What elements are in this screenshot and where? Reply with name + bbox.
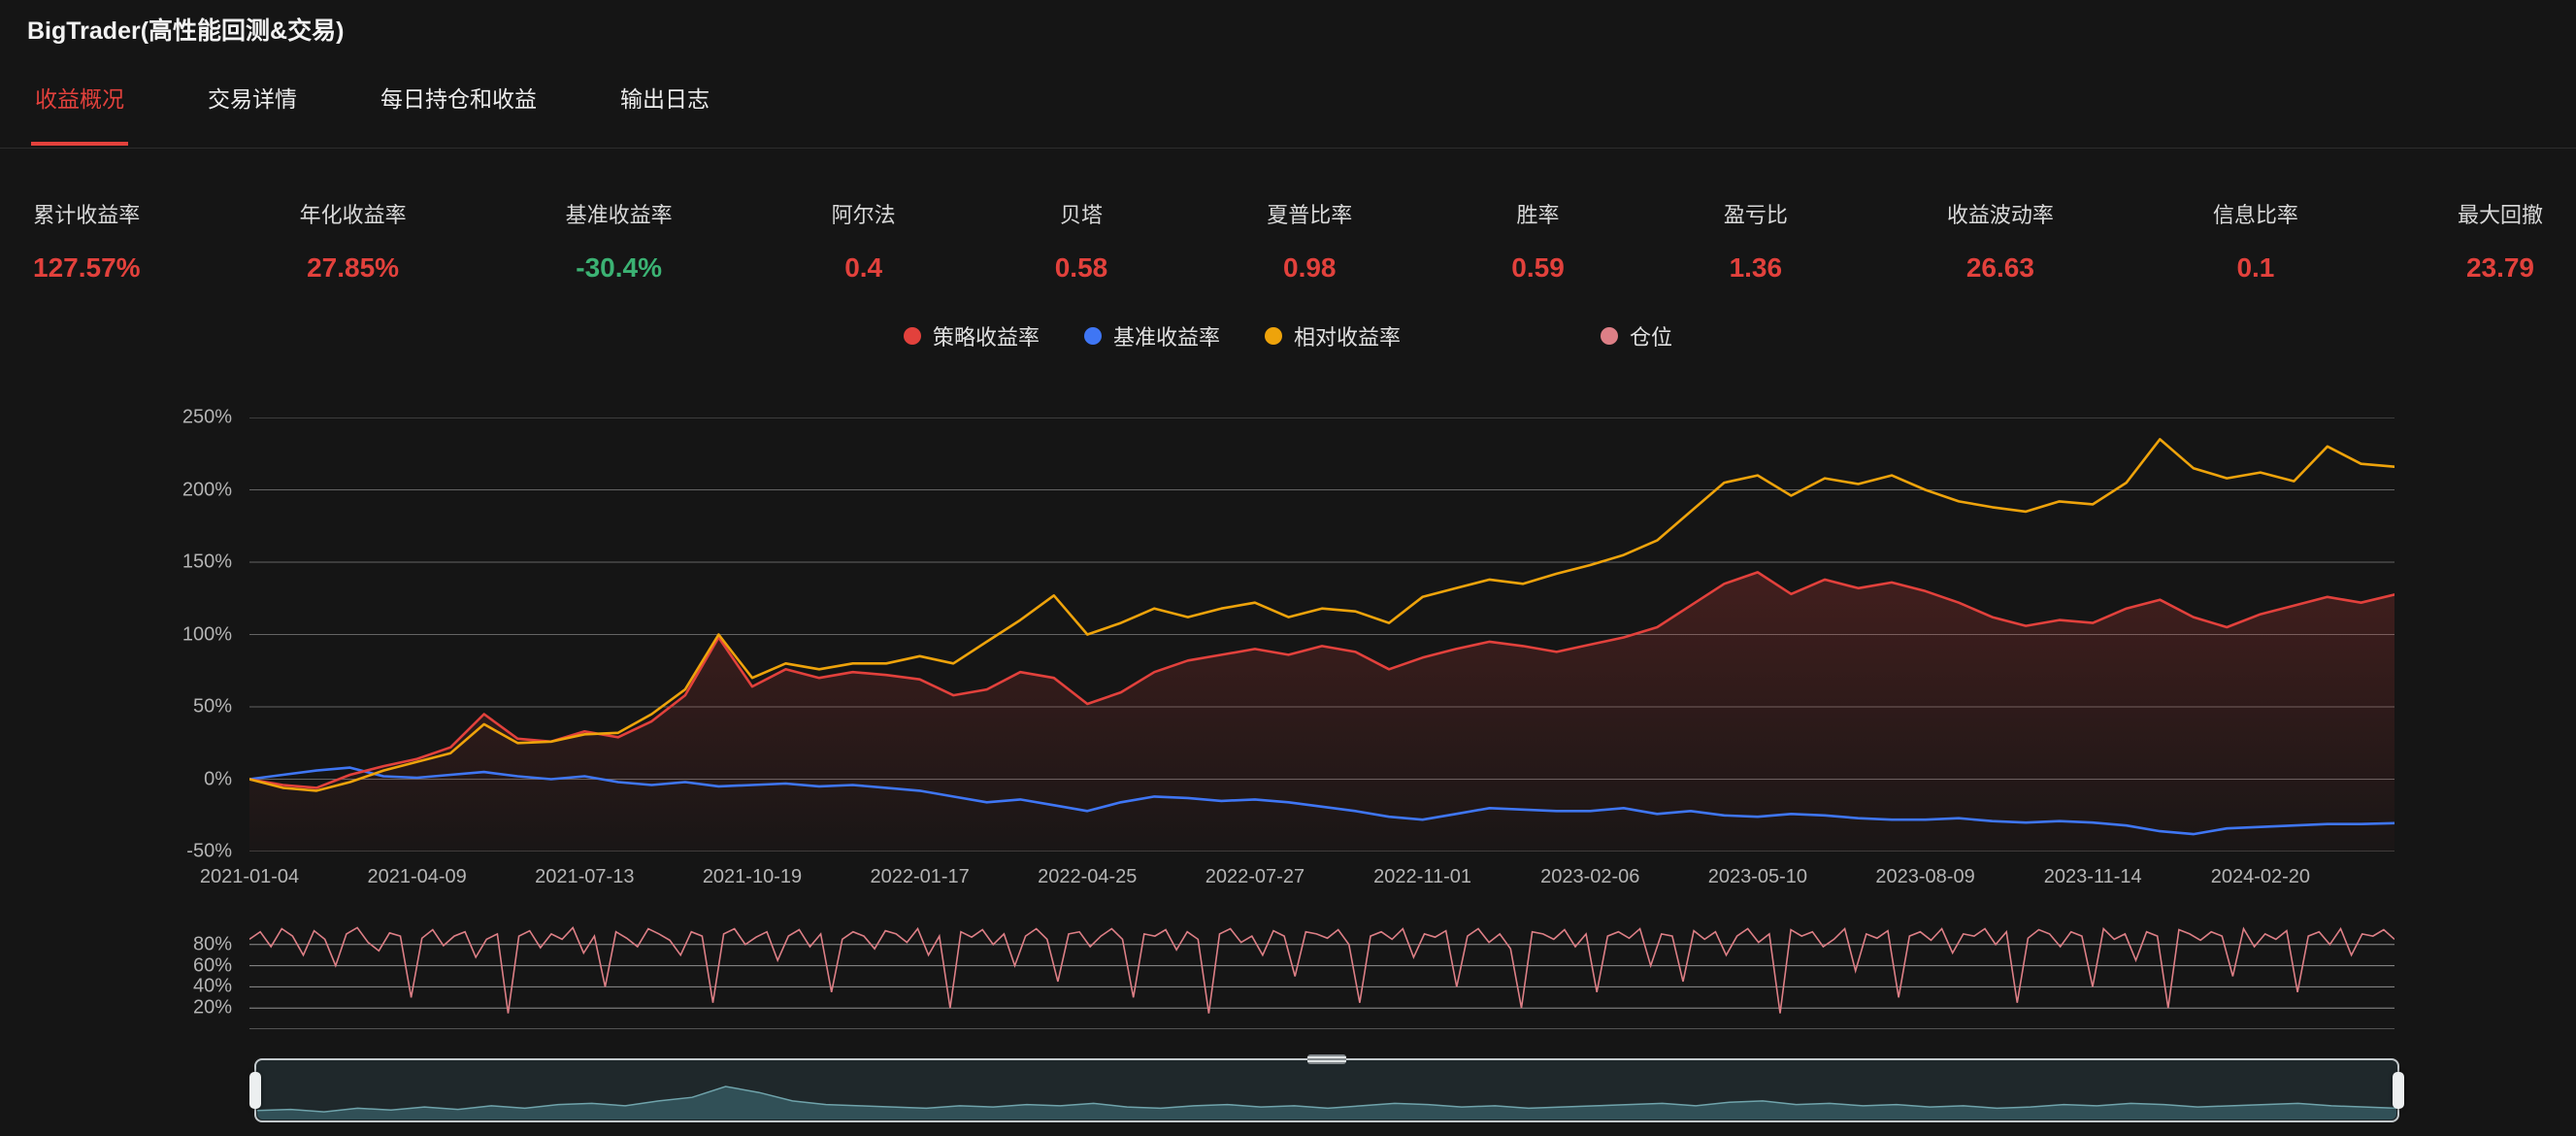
legend-dot-icon bbox=[1083, 327, 1102, 345]
metric-value: 0.98 bbox=[1283, 252, 1337, 283]
metric-win-rate: 胜率 0.59 bbox=[1511, 198, 1565, 284]
legend-strategy-return[interactable]: 策略收益率 bbox=[903, 320, 1040, 351]
returns-chart-y-axis: 250% 200% 150% 100% 50% 0% -50% bbox=[0, 0, 240, 1136]
y-axis-label: 200% bbox=[182, 479, 232, 500]
legend-position[interactable]: 仓位 bbox=[1601, 320, 1672, 351]
metric-label: 最大回撤 bbox=[2457, 203, 2543, 227]
data-zoom-chart bbox=[257, 1086, 2396, 1119]
metric-benchmark-return: 基准收益率 -30.4% bbox=[566, 198, 673, 284]
data-zoom-slider[interactable] bbox=[249, 1054, 2404, 1122]
metric-label: 阿尔法 bbox=[831, 203, 896, 227]
metric-sharpe-ratio: 夏普比率 0.98 bbox=[1267, 198, 1352, 284]
metrics-row: 累计收益率 127.57% 年化收益率 27.85% 基准收益率 -30.4% 阿尔法 0.4… bbox=[33, 198, 2543, 284]
legend-dot-icon bbox=[1601, 327, 1619, 345]
returns-chart-x-axis: 2021-01-04 2021-04-09 2021-07-13 2021-10-19… bbox=[0, 866, 2576, 893]
position-y-axis-label: 60% bbox=[192, 954, 232, 977]
returns-chart-plot bbox=[248, 417, 2396, 852]
metric-return-volatility: 收益波动率 26.63 bbox=[1947, 198, 2054, 284]
metric-label: 收益波动率 bbox=[1946, 203, 2054, 227]
metric-label: 盈亏比 bbox=[1723, 203, 1788, 227]
tab-output-log[interactable]: 输出日志 bbox=[620, 86, 710, 112]
metric-beta: 贝塔 0.58 bbox=[1055, 198, 1108, 284]
tab-trade-details[interactable]: 交易详情 bbox=[208, 86, 297, 112]
x-axis-label: 2021-07-13 bbox=[535, 866, 635, 887]
metric-value: 0.4 bbox=[844, 252, 883, 283]
x-axis-label: 2022-01-17 bbox=[870, 866, 970, 887]
legend-benchmark-return[interactable]: 基准收益率 bbox=[1083, 320, 1220, 351]
x-axis-label: 2023-08-09 bbox=[1875, 866, 1975, 887]
x-axis-label: 2023-02-06 bbox=[1540, 866, 1640, 887]
data-zoom-left-handle[interactable] bbox=[249, 1072, 261, 1109]
y-axis-label: -50% bbox=[186, 840, 232, 862]
x-axis-label: 2023-05-10 bbox=[1707, 866, 1808, 887]
x-axis-label: 2023-11-14 bbox=[2043, 866, 2142, 887]
tab-returns-overview[interactable]: 收益概况 bbox=[31, 87, 128, 146]
metric-information-ratio: 信息比率 0.1 bbox=[2213, 198, 2298, 284]
legend-label: 相对收益率 bbox=[1294, 325, 1402, 350]
legend-relative-return[interactable]: 相对收益率 bbox=[1265, 320, 1401, 351]
position-chart-plot bbox=[248, 923, 2395, 1030]
y-axis-label: 100% bbox=[182, 623, 232, 645]
tab-daily-positions-returns[interactable]: 每日持仓和收益 bbox=[380, 86, 537, 112]
metric-value: 0.58 bbox=[1054, 252, 1108, 283]
metric-label: 年化收益率 bbox=[299, 203, 407, 227]
position-y-axis-label: 40% bbox=[192, 975, 232, 997]
x-axis-label: 2022-04-25 bbox=[1038, 866, 1138, 887]
metric-label: 贝塔 bbox=[1059, 203, 1103, 227]
x-axis-label: 2022-11-01 bbox=[1373, 866, 1472, 887]
data-zoom-right-handle[interactable] bbox=[2393, 1072, 2404, 1109]
metric-alpha: 阿尔法 0.4 bbox=[832, 198, 896, 284]
y-axis-label: 250% bbox=[182, 406, 232, 428]
y-axis-label: 150% bbox=[182, 551, 232, 573]
title-bar: BigTrader(高性能回测&交易) bbox=[27, 12, 344, 47]
legend-dot-icon bbox=[1265, 327, 1282, 345]
position-chart bbox=[248, 925, 2395, 1030]
x-axis-label: 2021-04-09 bbox=[367, 866, 467, 887]
tab-bar-divider bbox=[0, 148, 2576, 149]
x-axis-label: 2024-02-20 bbox=[2210, 866, 2311, 887]
metric-label: 基准收益率 bbox=[565, 203, 673, 227]
metric-value: 23.79 bbox=[2465, 252, 2535, 283]
x-axis-label: 2021-10-19 bbox=[702, 866, 803, 887]
legend-label: 策略收益率 bbox=[932, 325, 1040, 350]
metric-value: 0.59 bbox=[1511, 252, 1565, 283]
metric-label: 信息比率 bbox=[2212, 203, 2298, 227]
position-y-axis-label: 80% bbox=[192, 933, 232, 955]
metric-value: 0.1 bbox=[2236, 252, 2275, 283]
legend-dot-icon bbox=[903, 327, 921, 345]
metric-value: 127.57% bbox=[33, 252, 141, 283]
position-y-axis-label: 20% bbox=[192, 996, 232, 1019]
metric-value: 26.63 bbox=[1965, 252, 2034, 283]
returns-chart bbox=[248, 417, 2396, 852]
metric-label: 夏普比率 bbox=[1267, 203, 1353, 227]
x-axis-label: 2022-07-27 bbox=[1205, 866, 1305, 887]
legend-label: 仓位 bbox=[1630, 325, 1673, 350]
tab-bar: 收益概况 交易详情 每日持仓和收益 输出日志 bbox=[31, 87, 713, 146]
metric-value: 27.85% bbox=[307, 252, 400, 283]
metric-value: 1.36 bbox=[1729, 252, 1783, 283]
metric-annualized-return: 年化收益率 27.85% bbox=[300, 198, 407, 284]
metric-max-drawdown: 最大回撤 23.79 bbox=[2458, 198, 2543, 284]
metric-value: -30.4% bbox=[576, 252, 662, 283]
legend-label: 基准收益率 bbox=[1112, 325, 1220, 350]
position-chart-y-axis: 80% 60% 40% 20% bbox=[0, 0, 240, 1136]
y-axis-label: 0% bbox=[204, 768, 232, 789]
metric-label: 累计收益率 bbox=[33, 203, 141, 227]
app-title: BigTrader(高性能回测&交易) bbox=[27, 17, 345, 45]
data-zoom-move-grip[interactable] bbox=[1307, 1054, 1346, 1064]
metric-cumulative-return: 累计收益率 127.57% bbox=[33, 198, 141, 284]
data-zoom-preview bbox=[257, 1061, 2396, 1119]
x-axis-label: 2021-01-04 bbox=[199, 866, 300, 887]
y-axis-label: 50% bbox=[192, 695, 232, 718]
chart-legend: 策略收益率 基准收益率 相对收益率 仓位 bbox=[0, 320, 2576, 351]
metric-profit-loss-ratio: 盈亏比 1.36 bbox=[1724, 198, 1788, 284]
metric-label: 胜率 bbox=[1516, 203, 1560, 227]
